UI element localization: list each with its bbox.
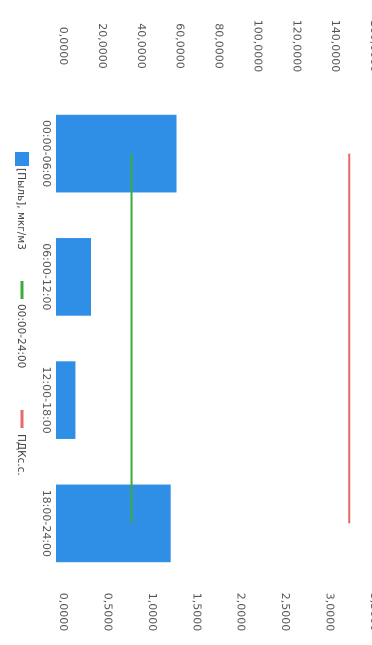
left-axis-tick-label: 20,0000 — [96, 23, 109, 69]
legend: [Пыль], мкг/м3 00:00-24:00 ПДКс.с. — [15, 152, 29, 476]
category-label: 18:00-24:00 — [40, 490, 53, 557]
category-label: 12:00-18:00 — [40, 366, 53, 433]
right-axis-tick-label: 1,5000 — [190, 593, 203, 632]
left-axis-tick-label: 0,0000 — [57, 27, 70, 66]
legend-label: [Пыль], мкг/м3 — [15, 168, 27, 250]
right-axis-tick-label: 2,5000 — [279, 593, 292, 632]
right-axis-tick-label: 0,0000 — [57, 593, 70, 632]
left-axis-tick-label: 140,0000 — [329, 20, 342, 73]
legend-swatch — [15, 152, 29, 166]
right-axis-tick-label: 1,0000 — [146, 593, 159, 632]
bar — [56, 361, 76, 439]
legend-label: ПДКс.с. — [15, 434, 27, 476]
bar — [56, 484, 171, 563]
right-axis-tick-label: 2,0000 — [235, 593, 248, 632]
left-axis-tick-label: 60,0000 — [174, 23, 187, 69]
left-axis-tick-label: 40,0000 — [135, 23, 148, 69]
legend-label: 00:00-24:00 — [15, 304, 27, 368]
category-label: 00:00-06:00 — [40, 120, 53, 187]
left-axis-tick-label: 100,0000 — [251, 20, 264, 73]
category-label: 06:00-12:00 — [40, 243, 53, 310]
right-axis-tick-label: 0,5000 — [101, 593, 114, 632]
bar — [56, 238, 91, 316]
right-axis-tick-label: 3,5000 — [368, 593, 372, 632]
left-axis-tick-label: 80,0000 — [213, 23, 226, 69]
left-axis-tick-label: 160,0000 — [368, 20, 372, 73]
left-axis-tick-label: 120,0000 — [290, 20, 303, 73]
bar — [56, 114, 177, 193]
right-axis-tick-label: 3,0000 — [324, 593, 337, 632]
